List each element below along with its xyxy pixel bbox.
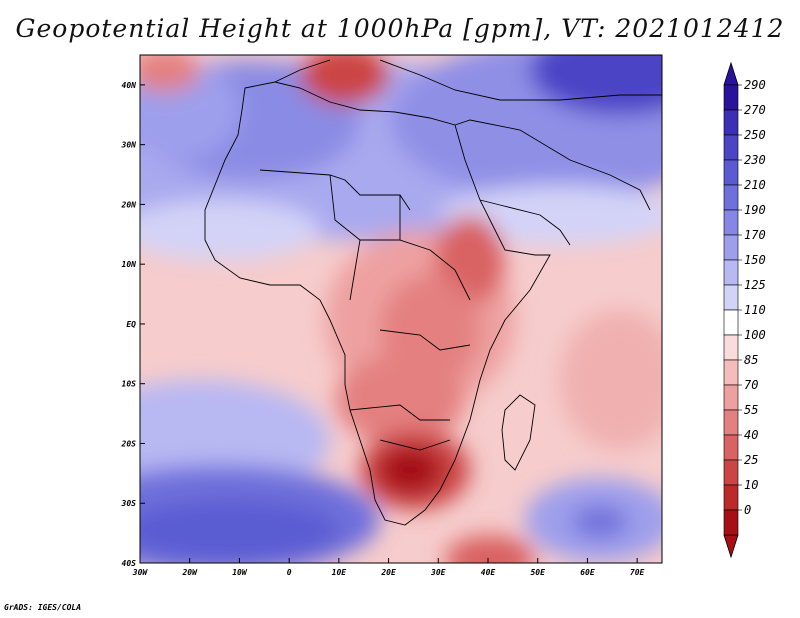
colorbar-segment <box>723 209 739 236</box>
colorbar-segment <box>723 259 739 286</box>
colorbar-top-arrow <box>723 61 739 86</box>
colorbar-label: 290 <box>744 78 766 92</box>
colorbar-segment <box>723 134 739 161</box>
colorbar-label: 110 <box>744 303 766 317</box>
colorbar-label: 250 <box>744 128 766 142</box>
lon-tick-label: 30W <box>132 568 149 577</box>
colorbar-segment <box>723 409 739 436</box>
lat-tick-label: 40N <box>122 81 137 90</box>
lat-tick-label: EQ <box>126 320 136 329</box>
lon-tick-label: 20W <box>181 568 198 577</box>
lon-tick-label: 10E <box>332 568 347 577</box>
lon-tick-label: 50E <box>530 568 545 577</box>
colorbar-label: 270 <box>744 103 766 117</box>
coastlines <box>204 59 662 526</box>
colorbar-label: 10 <box>744 478 758 492</box>
colorbar-label: 55 <box>744 403 758 417</box>
colorbar-segment <box>723 334 739 361</box>
colorbar-segment <box>723 84 739 111</box>
colorbar-segment <box>723 359 739 386</box>
colorbar-label: 210 <box>744 178 766 192</box>
lat-tick-label: 10S <box>122 380 137 389</box>
colorbar-segment <box>723 109 739 136</box>
colorbar-label: 150 <box>744 253 766 267</box>
lat-tick-label: 10N <box>122 260 137 269</box>
colorbar-label: 0 <box>744 503 751 517</box>
map-frame <box>139 54 663 564</box>
grads-credit: GrADS: IGES/COLA <box>4 603 82 612</box>
colorbar-segment <box>723 284 739 311</box>
colorbar-label: 100 <box>744 328 766 342</box>
colorbar-label: 85 <box>744 353 758 367</box>
lon-tick-label: 30E <box>430 568 446 577</box>
colorbar-segment <box>723 234 739 261</box>
lon-tick-label: 20E <box>380 568 396 577</box>
colorbar-segment <box>723 434 739 461</box>
colorbar-label: 25 <box>744 453 758 467</box>
colorbar-segment <box>723 309 739 336</box>
geopotential-field <box>140 55 662 563</box>
colorbar-bottom-arrow <box>723 534 739 559</box>
colorbar: 2902702502302101901701501251101008570554… <box>723 61 766 559</box>
colorbar-label: 40 <box>744 428 758 442</box>
lat-tick-label: 40S <box>122 559 137 568</box>
lon-tick-label: 60E <box>580 568 595 577</box>
lat-tick-label: 20S <box>121 439 137 448</box>
lon-tick-label: 0 <box>287 568 292 577</box>
latitude-axis: 40N 30N 20N 10N EQ 10S 20S 30S 40S <box>121 81 145 568</box>
lon-tick-label: 40E <box>481 568 496 577</box>
chart-title: Geopotential Height at 1000hPa [gpm], VT… <box>15 14 785 43</box>
colorbar-segment <box>723 184 739 211</box>
colorbar-label: 190 <box>744 203 766 217</box>
colorbar-label: 230 <box>744 153 766 167</box>
colorbar-label: 70 <box>744 378 758 392</box>
colorbar-label: 170 <box>744 228 766 242</box>
colorbar-segment <box>723 384 739 411</box>
colorbar-segment <box>723 159 739 186</box>
lon-tick-label: 70E <box>630 568 645 577</box>
colorbar-segment <box>723 484 739 511</box>
colorbar-label: 125 <box>744 278 766 292</box>
colorbar-segment <box>723 459 739 486</box>
lat-tick-label: 20N <box>121 200 137 209</box>
lon-tick-label: 10W <box>232 568 248 577</box>
longitude-axis: 30W 20W 10W 0 10E 20E 30E 40E 50E 60E 70E <box>132 558 645 577</box>
colorbar-segment <box>723 509 739 536</box>
lat-tick-label: 30N <box>121 141 137 150</box>
lat-tick-label: 30S <box>121 499 137 508</box>
